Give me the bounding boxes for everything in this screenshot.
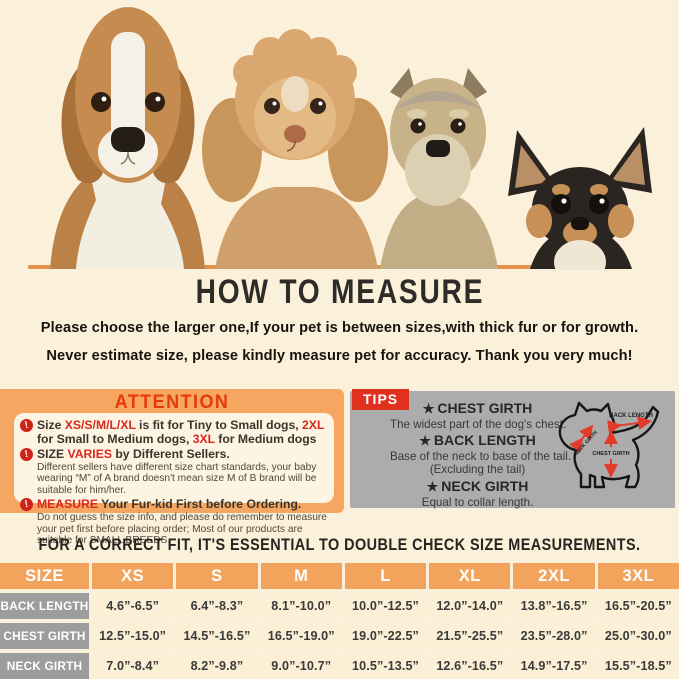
star-icon: ★ [419, 433, 431, 449]
tip-description: (Excluding the tail) [429, 463, 526, 477]
size-value-cell: 8.2”-9.8” [176, 653, 258, 679]
attention-title: ATTENTION [114, 392, 230, 413]
dog-measurement-diagram: BACK LENGTH NECK GIRTH CHEST GIRTH [558, 401, 660, 489]
attention-list: ! Size XS/S/M/L/XL is fit for Tiny to Sma… [14, 413, 334, 546]
size-value-cell: 8.1”-10.0” [260, 593, 342, 619]
tip-title: ★ BACK LENGTH [419, 432, 536, 449]
tips-label: TIPS [352, 389, 410, 410]
dogs-photo-strip [28, 7, 652, 270]
schnauzer-photo [380, 68, 498, 269]
attention-item-text: SIZE VARIES by Different Sellers. [37, 447, 230, 462]
attention-item-subtext: Different sellers have different size ch… [37, 461, 317, 496]
row-label: BACK LENGTH [0, 593, 89, 619]
chihuahua-photo [508, 127, 652, 270]
column-header: SIZE [0, 563, 89, 589]
tips-box: TIPS ★ CHEST GIRTH The widest part of the … [350, 389, 675, 509]
column-header: 2XL [513, 563, 595, 589]
attention-item: ! SIZE VARIES by Different Sellers. Differ… [18, 447, 327, 496]
size-value-cell: 14.5”-16.5” [176, 623, 258, 649]
page-title: HOW TO MEASURE [195, 271, 484, 311]
svg-text:CHEST GIRTH: CHEST GIRTH [592, 451, 629, 457]
column-header: XS [92, 563, 174, 589]
star-icon: ★ [426, 479, 439, 495]
size-value-cell: 25.0”-30.0” [597, 623, 679, 649]
attention-item-text: Size XS/S/M/L/XL is fit for Tiny to Smal… [37, 418, 325, 447]
size-value-cell: 15.5”-18.5” [597, 653, 679, 679]
measure-instruction-2: Never estimate size, please kindly measu… [46, 348, 633, 364]
size-value-cell: 23.5”-28.0” [513, 623, 595, 649]
column-header: M [260, 563, 342, 589]
size-value-cell: 19.0”-22.5” [344, 623, 427, 649]
attention-box: ATTENTION ! Size XS/S/M/L/XL is fit for T… [0, 389, 344, 546]
tip-title: ★ CHEST GIRTH [422, 400, 533, 416]
attention-item: ! Size XS/S/M/L/XL is fit for Tiny to Sma… [18, 417, 327, 447]
svg-text:BACK LENGTH: BACK LENGTH [609, 413, 653, 419]
size-value-cell: 12.5”-15.0” [92, 623, 174, 649]
column-header: L [344, 563, 427, 589]
size-value-cell: 6.4”-8.3” [176, 593, 258, 619]
tip-description: The widest part of the dog's chest. [390, 417, 567, 431]
size-value-cell: 10.5”-13.5” [344, 653, 427, 679]
attention-item-subtext: Do not guess the size info, and please d… [37, 512, 327, 547]
tips-list: ★ CHEST GIRTH The widest part of the dog's… [390, 399, 572, 509]
tip-title: ★ NECK GIRTH [426, 478, 529, 495]
size-chart-table: SIZE XS S M L XL 2XL 3XL BACK LENGTH 4.6”-6.5” 6.4… [0, 563, 679, 679]
size-value-cell: 14.9”-17.5” [513, 653, 595, 679]
size-value-cell: 12.6”-16.5” [429, 653, 511, 679]
size-value-cell: 9.0”-10.7” [260, 653, 342, 679]
exclamation-icon: ! [18, 417, 35, 434]
size-value-cell: 16.5”-19.0” [260, 623, 342, 649]
column-header: XL [429, 563, 511, 589]
beagle-photo [50, 7, 205, 269]
attention-item-text: MEASURE Your Fur-kid First before Orderi… [37, 497, 302, 512]
measure-instruction-1: Please choose the larger one,If your pet… [40, 320, 639, 336]
poodle-photo [202, 29, 388, 269]
size-value-cell: 21.5”-25.5” [429, 623, 511, 649]
size-value-cell: 16.5”-20.5” [597, 593, 679, 619]
star-icon: ★ [422, 401, 435, 416]
exclamation-icon: ! [18, 497, 35, 513]
size-value-cell: 4.6”-6.5” [92, 593, 174, 619]
tip-description: Base of the neck to base of the tail. [390, 449, 572, 463]
tip-description: Equal to collar length. [421, 495, 534, 509]
row-label: NECK GIRTH [0, 653, 89, 679]
size-value-cell: 10.0”-12.5” [344, 593, 427, 619]
size-value-cell: 13.8”-16.5” [513, 593, 595, 619]
size-value-cell: 12.0”-14.0” [429, 593, 511, 619]
column-header: S [176, 563, 258, 589]
attention-item: ! MEASURE Your Fur-kid First before Order… [18, 497, 327, 547]
column-header: 3XL [597, 563, 679, 589]
fit-note: FOR A CORRECT FIT, IT'S ESSENTIAL TO DOU… [38, 536, 641, 555]
exclamation-icon: ! [18, 447, 35, 463]
size-value-cell: 7.0”-8.4” [92, 653, 174, 679]
row-label: CHEST GIRTH [0, 623, 89, 649]
